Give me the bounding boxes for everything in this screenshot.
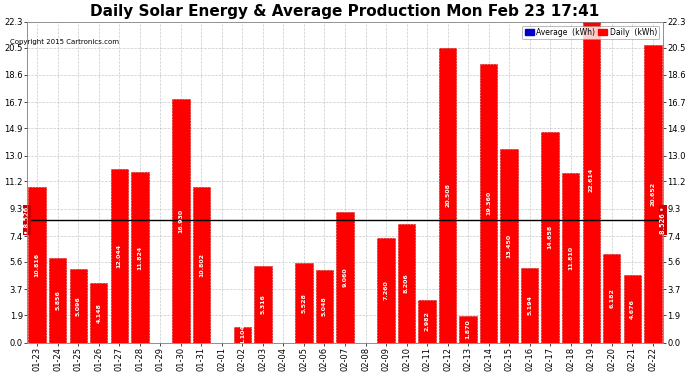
Bar — [582, 17, 600, 342]
Text: 5.194: 5.194 — [527, 295, 532, 315]
Text: 14.658: 14.658 — [548, 225, 553, 249]
Text: 5.856: 5.856 — [55, 291, 60, 310]
Text: 22.614: 22.614 — [589, 168, 593, 192]
Text: 11.810: 11.810 — [568, 246, 573, 270]
Text: • 8.526: • 8.526 — [24, 206, 30, 234]
Bar — [603, 254, 620, 342]
Text: 7.260: 7.260 — [384, 280, 388, 300]
Text: 10.816: 10.816 — [34, 253, 40, 277]
Bar — [193, 187, 210, 342]
Text: 10.802: 10.802 — [199, 253, 204, 277]
Text: 20.652: 20.652 — [650, 182, 656, 206]
Bar — [562, 172, 580, 342]
Bar — [234, 327, 251, 342]
Text: 11.824: 11.824 — [137, 245, 142, 270]
Text: 1.104: 1.104 — [240, 325, 245, 345]
Text: 20.508: 20.508 — [445, 183, 450, 207]
Legend: Average  (kWh), Daily  (kWh): Average (kWh), Daily (kWh) — [522, 26, 659, 39]
Bar — [500, 149, 518, 342]
Bar — [460, 316, 477, 342]
Bar — [480, 64, 497, 342]
Bar — [70, 269, 87, 342]
Bar — [90, 283, 108, 342]
Text: 13.450: 13.450 — [506, 234, 512, 258]
Bar — [28, 187, 46, 342]
Text: 4.148: 4.148 — [97, 303, 101, 322]
Bar — [49, 258, 66, 342]
Text: 5.096: 5.096 — [76, 296, 81, 316]
Bar — [316, 270, 333, 342]
Bar — [172, 99, 190, 342]
Text: 16.930: 16.930 — [178, 209, 184, 233]
Text: 2.982: 2.982 — [424, 311, 430, 331]
Bar — [398, 225, 415, 342]
Text: 19.360: 19.360 — [486, 191, 491, 215]
Bar — [110, 169, 128, 342]
Text: 5.316: 5.316 — [260, 294, 266, 314]
Bar — [521, 268, 538, 342]
Bar — [644, 45, 662, 342]
Text: 4.676: 4.676 — [630, 299, 635, 319]
Bar — [336, 212, 354, 342]
Text: 9.060: 9.060 — [342, 267, 348, 287]
Bar — [254, 266, 272, 342]
Bar — [295, 263, 313, 342]
Text: 8.206: 8.206 — [404, 274, 409, 293]
Text: 1.870: 1.870 — [466, 319, 471, 339]
Text: 8.526 •: 8.526 • — [660, 206, 666, 234]
Text: 12.044: 12.044 — [117, 244, 122, 268]
Text: Copyright 2015 Cartronics.com: Copyright 2015 Cartronics.com — [10, 39, 119, 45]
Text: 5.048: 5.048 — [322, 296, 327, 316]
Bar — [377, 238, 395, 342]
Bar — [131, 172, 148, 342]
Bar — [418, 300, 436, 342]
Text: 5.528: 5.528 — [302, 293, 306, 313]
Bar — [542, 132, 559, 342]
Text: 6.182: 6.182 — [609, 288, 614, 308]
Bar — [439, 48, 456, 342]
Title: Daily Solar Energy & Average Production Mon Feb 23 17:41: Daily Solar Energy & Average Production … — [90, 4, 600, 19]
Bar — [624, 275, 641, 342]
